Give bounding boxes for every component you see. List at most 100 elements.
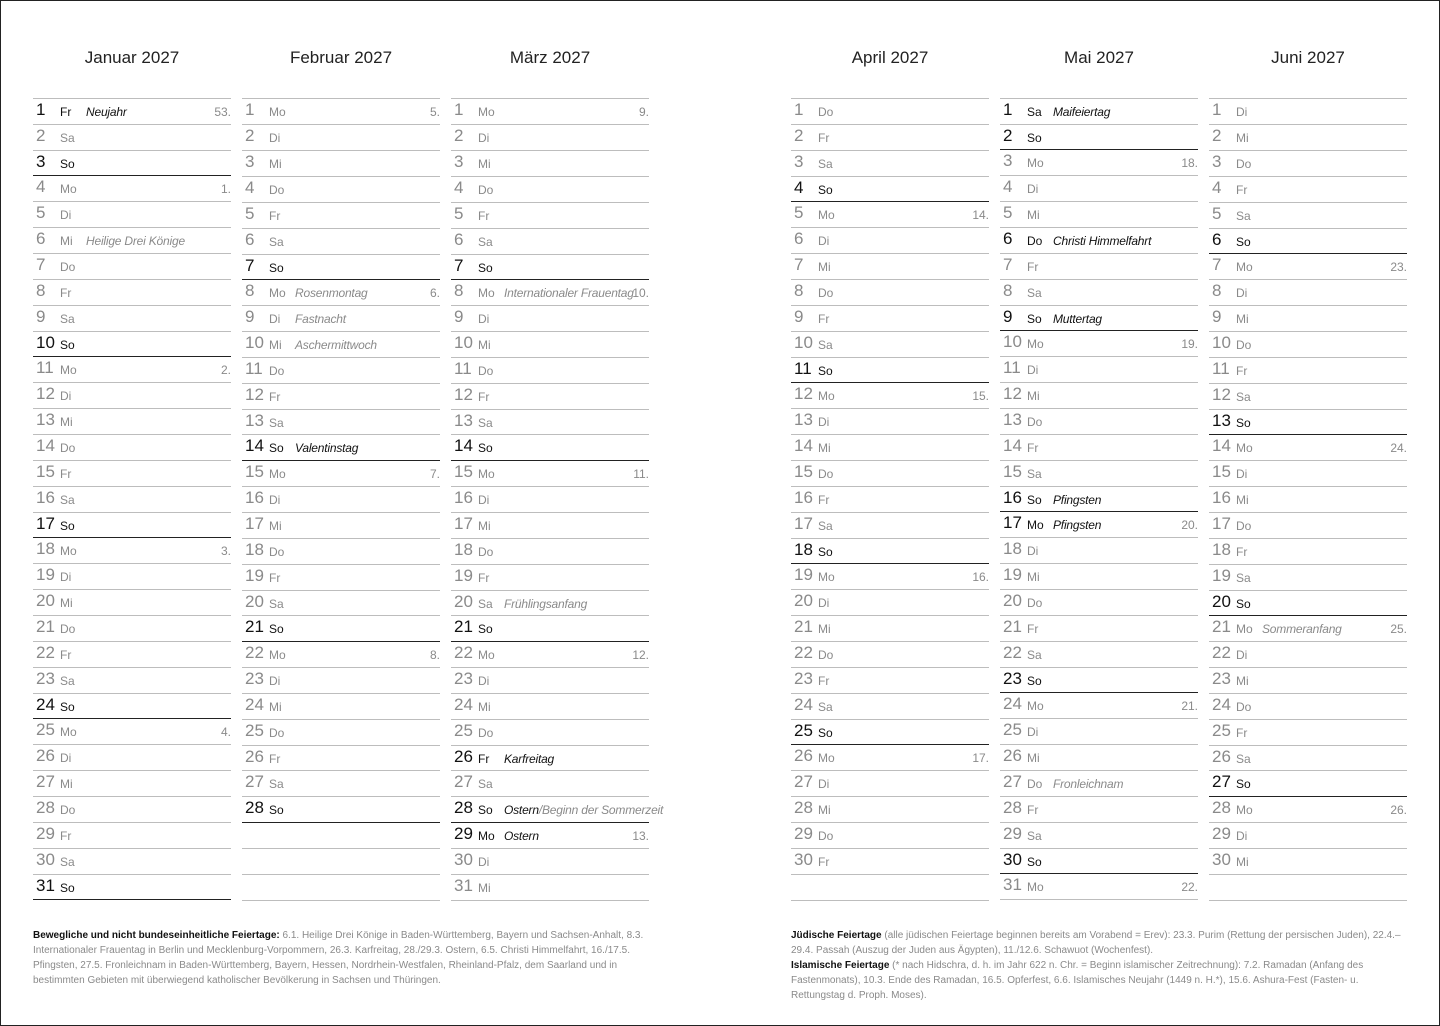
weekday: Sa xyxy=(478,777,493,792)
day-row: 12 Di xyxy=(33,383,231,410)
day-list: 1 Mo 5. 2 Di 3 Mi 4 Do 5 Fr 6 Sa 7 So 8 Mo Rosenmontag 6. 9… xyxy=(242,98,440,901)
weekday: Di xyxy=(1236,105,1248,119)
weekday: Do xyxy=(1027,234,1043,249)
weekday: Di xyxy=(269,492,281,507)
day-number: 27 xyxy=(454,772,473,792)
weekday: Fr xyxy=(269,389,281,404)
weekday: Sa xyxy=(1236,208,1251,223)
day-number: 30 xyxy=(794,849,813,869)
week-number: 23. xyxy=(1390,260,1407,275)
week-number: 11. xyxy=(633,466,649,481)
day-row: 6 Di xyxy=(791,228,989,255)
weekday: Fr xyxy=(60,285,72,300)
weekday: Mo xyxy=(818,751,835,766)
day-number: 1 xyxy=(794,100,804,119)
day-row: 10 So xyxy=(33,332,231,358)
day-number: 13 xyxy=(1212,410,1231,430)
day-number: 19 xyxy=(794,565,813,585)
week-number: 2. xyxy=(220,363,231,378)
month-title: Mai 2027 xyxy=(1064,48,1134,67)
weekday: Do xyxy=(60,621,76,636)
day-row: 28 Mi xyxy=(791,797,989,823)
day-row: 19 Mi xyxy=(1000,564,1198,591)
day-number: 23 xyxy=(36,668,55,688)
month-title: Februar 2027 xyxy=(289,48,393,67)
day-number: 16 xyxy=(1212,487,1231,507)
day-number: 28 xyxy=(454,798,473,818)
day-row: 19 Fr xyxy=(242,565,440,591)
weekday: Di xyxy=(60,570,72,585)
weekday: Mo xyxy=(478,466,495,481)
day-row: 20 Sa Frühlingsanfang xyxy=(451,591,649,617)
day-row: 25 So xyxy=(791,720,989,746)
day-number: 28 xyxy=(245,798,264,818)
weekday: Do xyxy=(1027,776,1043,791)
weekday: Fr xyxy=(1027,440,1039,455)
weekday: Sa xyxy=(818,337,833,352)
month-title: März 2027 xyxy=(509,48,591,67)
day-row: 1 Fr Neujahr 53. xyxy=(33,99,231,125)
week-number: 19. xyxy=(1181,337,1198,352)
day-number: 23 xyxy=(794,668,813,688)
day-row: 11 Do xyxy=(451,358,649,384)
day-number: 22 xyxy=(36,642,55,662)
weekday: So xyxy=(1236,415,1251,430)
day-row: 9 Mi xyxy=(1209,306,1407,332)
day-row: 28 Fr xyxy=(1000,797,1198,823)
day-row: 28 Do xyxy=(33,797,231,823)
weekday: So xyxy=(818,363,833,378)
day-number: 21 xyxy=(454,617,473,637)
day-row xyxy=(242,875,440,901)
weekday: Do xyxy=(269,544,285,559)
weekday: Mi xyxy=(478,518,491,533)
weekday: Fr xyxy=(818,854,830,869)
day-number: 2 xyxy=(245,125,255,145)
day-row: 16 Fr xyxy=(791,487,989,513)
day-number: 19 xyxy=(454,565,473,585)
day-number: 10 xyxy=(794,332,813,352)
day-row: 27 Do Fronleichnam xyxy=(1000,771,1198,797)
day-number: 23 xyxy=(245,668,264,688)
day-number: 26 xyxy=(1212,746,1231,766)
day-number: 24 xyxy=(1212,694,1231,714)
weekday: Mi xyxy=(60,776,73,791)
day-row: 21 Do xyxy=(33,616,231,642)
day-row: 29 Sa xyxy=(1000,823,1198,849)
weekday: Mo xyxy=(818,570,835,585)
day-number: 12 xyxy=(794,384,813,404)
weekday: Mi xyxy=(1027,208,1040,223)
day-number: 16 xyxy=(794,487,813,507)
day-number: 9 xyxy=(794,306,804,326)
weekday: Sa xyxy=(818,156,833,171)
weekday: Fr xyxy=(478,751,490,766)
day-number: 14 xyxy=(794,435,813,455)
day-row: 27 Sa xyxy=(451,771,649,798)
day-row: 15 Mo 7. xyxy=(242,461,440,487)
weekday: Sa xyxy=(60,673,75,688)
weekday: Sa xyxy=(478,596,493,611)
weekday: Mi xyxy=(478,337,491,352)
day-row: 25 Do xyxy=(451,720,649,746)
day-row: 1 Mo 5. xyxy=(242,99,440,125)
day-list: 1 Do 2 Fr 3 Sa 4 So 5 Mo 14. 6 Di 7 Mi 8 Do 9 Fr 10 Sa 11 So 12… xyxy=(791,98,989,901)
weekday: Mi xyxy=(269,518,282,533)
day-number: 8 xyxy=(1003,280,1013,300)
weekday: Di xyxy=(269,130,281,145)
day-row: 9 So Muttertag xyxy=(1000,306,1198,332)
day-row: 13 Sa xyxy=(451,410,649,436)
weekday: Mo xyxy=(269,647,286,662)
weekday: Sa xyxy=(1027,466,1042,481)
day-number: 25 xyxy=(794,720,813,740)
day-number: 18 xyxy=(454,539,473,559)
day-number: 13 xyxy=(454,410,473,430)
holiday-note: Muttertag xyxy=(1053,311,1102,326)
day-row: 26 Sa xyxy=(1209,746,1407,772)
weekday: Do xyxy=(818,105,834,119)
day-row: 8 Fr xyxy=(33,280,231,306)
weekday: Sa xyxy=(269,777,284,792)
weekday: Di xyxy=(1027,725,1039,740)
weekday: Sa xyxy=(478,234,493,249)
holiday-note: Ostern xyxy=(504,828,539,843)
day-row: 8 Mo Internationaler Frauentag 10. xyxy=(451,280,649,306)
weekday: Di xyxy=(478,673,490,688)
